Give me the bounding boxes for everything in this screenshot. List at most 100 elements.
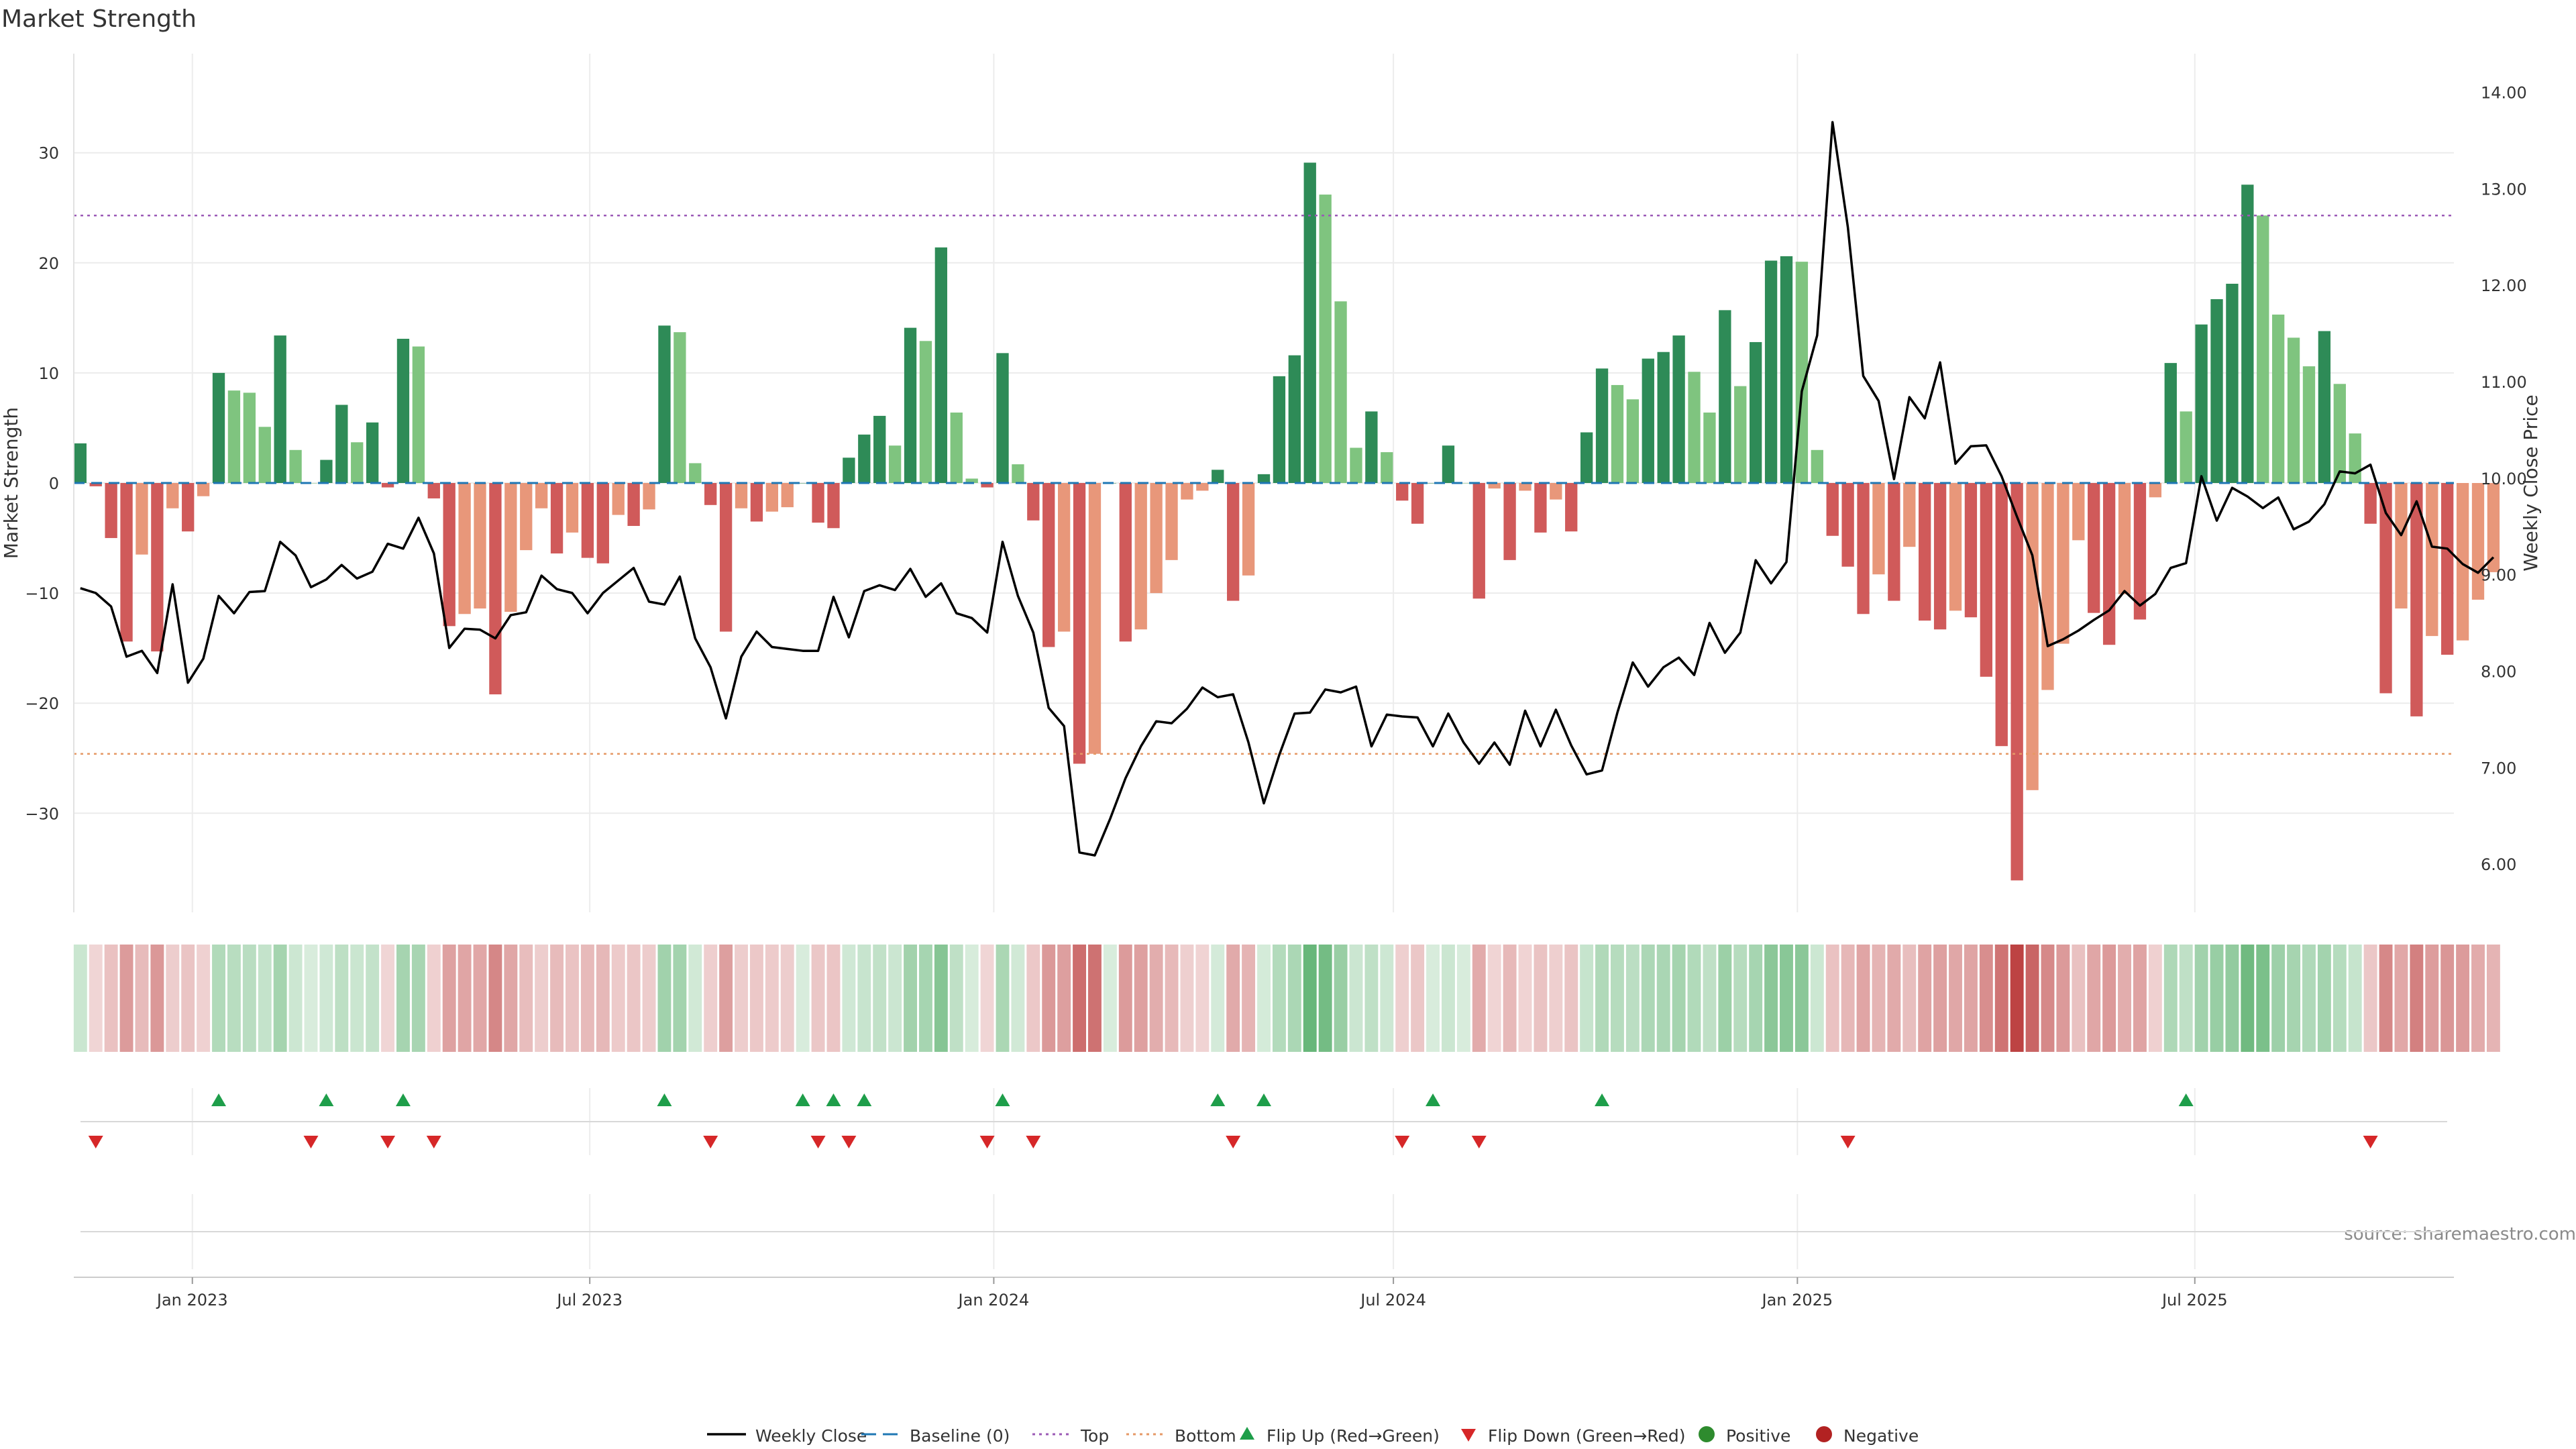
strength-strip-cell: [1902, 945, 1917, 1052]
strength-bar: [1012, 464, 1024, 483]
strength-strip-cell: [1011, 945, 1025, 1052]
strength-strip-cell: [1949, 945, 1962, 1052]
strength-bar: [2164, 363, 2177, 483]
flip-up-marker: [1210, 1093, 1226, 1106]
strength-strip-cell: [1749, 945, 1763, 1052]
strength-bar: [1042, 483, 1055, 647]
strength-bar: [1134, 483, 1147, 630]
strength-bar: [2041, 483, 2054, 690]
strength-bar: [1488, 483, 1501, 489]
strength-bar: [2349, 433, 2361, 483]
flip-down-marker: [380, 1136, 396, 1148]
legend-item: Weekly Close: [707, 1426, 867, 1446]
strength-bar: [1119, 483, 1132, 642]
strength-strip-cell: [1272, 945, 1286, 1052]
strength-strip-cell: [873, 945, 887, 1052]
legend-item: Positive: [1699, 1426, 1790, 1446]
strength-bar: [289, 449, 302, 483]
strength-strip-cell: [596, 945, 610, 1052]
legend-label: Flip Down (Green→Red): [1488, 1426, 1686, 1446]
strength-strip-cell: [1780, 945, 1793, 1052]
strength-strip-cell: [1303, 945, 1317, 1052]
strength-bar: [2118, 483, 2131, 594]
strength-strip-cell: [2332, 945, 2347, 1052]
strength-strip-cell: [2163, 945, 2178, 1052]
y-tick-label-left: 0: [49, 474, 59, 493]
strength-strip-cell: [1118, 945, 1132, 1052]
strength-bar: [1273, 376, 1286, 483]
strength-strip-cell: [458, 945, 472, 1052]
strength-bar: [1949, 483, 1962, 611]
strength-strip-cell: [965, 945, 979, 1052]
strength-strip-cell: [842, 945, 856, 1052]
strength-strip-cell: [1979, 945, 1993, 1052]
strength-strip-cell: [488, 945, 502, 1052]
strength-strip-cell: [181, 945, 195, 1052]
strength-bar: [2318, 331, 2331, 483]
strength-bar: [366, 422, 379, 483]
strength-strip-cell: [2241, 945, 2255, 1052]
strength-bar: [1472, 483, 1485, 599]
strength-strip-cell: [1441, 945, 1455, 1052]
strength-bar: [950, 412, 963, 483]
strength-strip-cell: [949, 945, 963, 1052]
strength-bar: [443, 483, 455, 627]
flip-up-marker: [1426, 1093, 1441, 1106]
strength-bar: [474, 483, 486, 609]
strength-strip-cell: [273, 945, 287, 1052]
y-tick-label-right: 14.00: [2481, 84, 2527, 103]
strength-bar: [1242, 483, 1255, 576]
flip-up-marker: [1595, 1093, 1610, 1106]
strength-bar: [1826, 483, 1839, 536]
strength-bar: [2456, 483, 2469, 641]
strength-bar: [2133, 483, 2147, 620]
strength-strip-cell: [1703, 945, 1717, 1052]
strength-bar: [412, 346, 425, 483]
strength-strip-cell: [918, 945, 932, 1052]
strength-strip-cell: [2225, 945, 2239, 1052]
strength-strip-cell: [227, 945, 241, 1052]
strength-strip-cell: [1180, 945, 1194, 1052]
strength-bar: [796, 483, 809, 484]
strength-bar: [2102, 483, 2116, 645]
strength-bar: [1611, 384, 1624, 483]
strength-bar: [1688, 372, 1701, 483]
strength-bar: [274, 335, 286, 483]
strength-strip-cell: [1287, 945, 1301, 1052]
strength-bar: [243, 392, 256, 483]
strength-strip-cell: [1042, 945, 1056, 1052]
y-tick-label-left: −10: [25, 584, 59, 603]
strength-strip-cell: [657, 945, 672, 1052]
strength-bar: [1750, 341, 1762, 483]
flip-up-marker: [211, 1093, 227, 1106]
y-tick-label-left: 20: [38, 254, 59, 273]
strength-bar: [2026, 483, 2039, 790]
y-tick-label-right: 8.00: [2481, 662, 2516, 681]
strength-bar: [1580, 432, 1593, 483]
flip-down-marker: [703, 1136, 718, 1148]
strength-bar: [1288, 355, 1301, 483]
strength-strip-cell: [1672, 945, 1686, 1052]
strength-strip-cell: [2456, 945, 2470, 1052]
strength-bar: [1734, 386, 1747, 483]
strength-bar: [812, 483, 824, 523]
strength-strip-cell: [288, 945, 303, 1052]
strength-bar: [596, 483, 609, 564]
strength-strip-cell: [442, 945, 456, 1052]
flip-down-marker: [88, 1136, 103, 1148]
strength-strip-cell: [519, 945, 533, 1052]
strength-bar: [1165, 483, 1178, 560]
strength-bar: [1626, 399, 1640, 483]
strength-strip-cell: [2317, 945, 2331, 1052]
strength-strip-cell: [2363, 945, 2377, 1052]
flip-down-marker: [303, 1136, 319, 1148]
strength-strip-cell: [104, 945, 118, 1052]
strength-bar: [719, 483, 733, 632]
flip-up-marker: [1256, 1093, 1271, 1106]
flip-up-marker: [319, 1093, 334, 1106]
strength-strip-cell: [1518, 945, 1532, 1052]
flip-up-marker: [857, 1093, 872, 1106]
strength-bar: [674, 332, 686, 483]
strength-strip-cell: [1257, 945, 1271, 1052]
strength-bar: [1919, 483, 1931, 621]
